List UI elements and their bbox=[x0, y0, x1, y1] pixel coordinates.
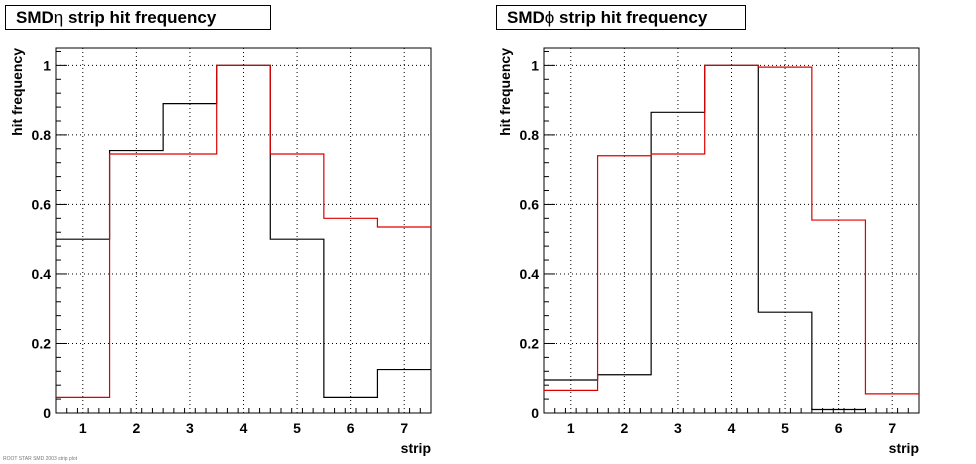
title-symbol: η bbox=[53, 8, 64, 27]
x-tick-label: 4 bbox=[728, 420, 736, 436]
x-axis-title: strip bbox=[401, 440, 431, 456]
y-tick-label: 0.8 bbox=[520, 127, 540, 143]
x-tick-label: 6 bbox=[835, 420, 843, 436]
x-tick-label: 1 bbox=[79, 420, 87, 436]
y-tick-label: 0.2 bbox=[520, 335, 540, 351]
title-prefix: SMD bbox=[16, 8, 54, 27]
series-red-line bbox=[56, 64, 431, 398]
y-tick-label: 0.4 bbox=[520, 266, 540, 282]
y-axis-title: hit frequency bbox=[9, 48, 25, 136]
smd-phi-panel: 1 2 3 4 5 6 7 0 0.2 0.4 0.6 0.8 1 strip hit frequency … bbox=[488, 0, 976, 464]
x-tick-label: 5 bbox=[293, 420, 301, 436]
x-tick-label: 2 bbox=[132, 420, 140, 436]
smd-phi-chart: 1 2 3 4 5 6 7 0 0.2 0.4 0.6 0.8 1 strip hit frequency bbox=[497, 47, 920, 456]
y-tick-label: 1 bbox=[43, 57, 51, 73]
x-tick-label: 1 bbox=[567, 420, 575, 436]
series-red-line bbox=[544, 64, 919, 395]
smd-eta-panel: 1 2 3 4 5 6 7 0 0.2 0.4 0.6 0.8 1 strip hit frequency … bbox=[5, 5, 432, 456]
footer-note: ROOT STAR SMD 2003 strip plot bbox=[3, 456, 78, 462]
smd-eta-title: SMDη strip hit frequency bbox=[5, 5, 271, 30]
y-tick-label: 0.2 bbox=[32, 335, 52, 351]
x-axis-title: strip bbox=[889, 440, 919, 456]
y-tick-label: 0 bbox=[43, 405, 51, 421]
y-tick-label: 0 bbox=[531, 405, 539, 421]
y-tick-label: 1 bbox=[531, 57, 539, 73]
x-tick-label: 7 bbox=[888, 420, 896, 436]
smd-eta-chart: 1 2 3 4 5 6 7 0 0.2 0.4 0.6 0.8 1 strip hit frequency bbox=[9, 47, 432, 456]
x-tick-label: 3 bbox=[674, 420, 682, 436]
y-tick-label: 0.8 bbox=[32, 127, 52, 143]
title-suffix: strip hit frequency bbox=[63, 8, 217, 27]
title-symbol: ϕ bbox=[544, 8, 555, 27]
smd-phi-title: SMDϕ strip hit frequency bbox=[496, 5, 746, 30]
x-tick-label: 5 bbox=[781, 420, 789, 436]
x-tick-label: 2 bbox=[620, 420, 628, 436]
x-tick-label: 6 bbox=[347, 420, 355, 436]
title-suffix: strip hit frequency bbox=[554, 8, 708, 27]
title-prefix: SMD bbox=[507, 8, 545, 27]
plot-frame bbox=[543, 47, 920, 414]
y-tick-label: 0.6 bbox=[32, 196, 52, 212]
y-axis-title: hit frequency bbox=[497, 48, 513, 136]
plot-frame bbox=[55, 47, 432, 414]
y-tick-label: 0.6 bbox=[520, 196, 540, 212]
x-tick-label: 3 bbox=[186, 420, 194, 436]
x-tick-label: 7 bbox=[400, 420, 408, 436]
y-tick-label: 0.4 bbox=[32, 266, 52, 282]
x-tick-label: 4 bbox=[240, 420, 248, 436]
